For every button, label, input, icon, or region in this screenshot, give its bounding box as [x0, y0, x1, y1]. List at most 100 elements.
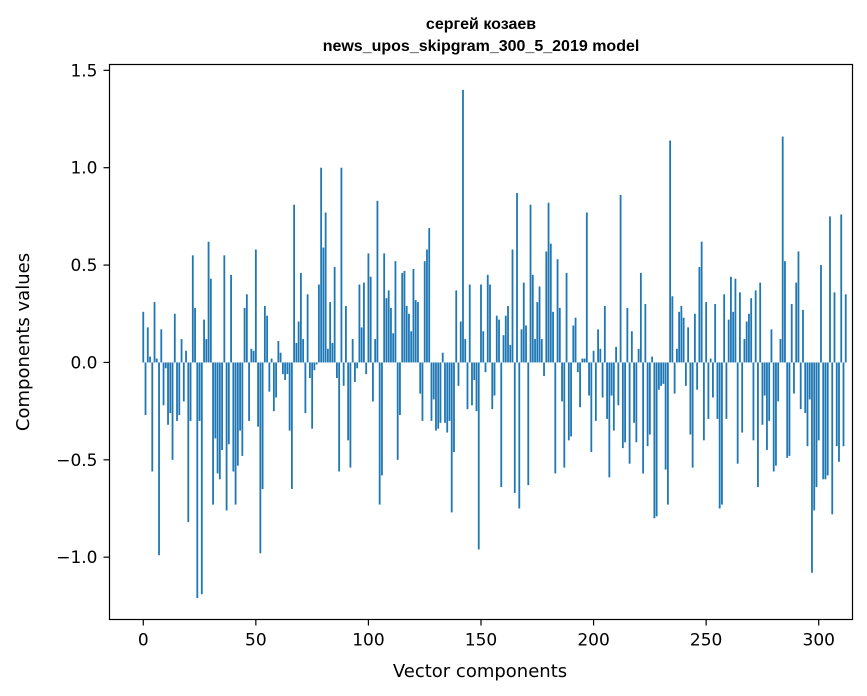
bar-298	[813, 362, 816, 511]
bar-199	[590, 362, 593, 453]
bar-129	[432, 362, 435, 400]
bar-158	[498, 319, 500, 363]
bar-262	[732, 311, 735, 363]
bar-70	[299, 272, 302, 363]
bar-97	[360, 327, 363, 363]
y-axis-ticks: −1.0 −0.5 0.0 0.5 1.0 1.5	[56, 61, 110, 568]
bar-38	[227, 362, 230, 445]
bar-87	[338, 362, 341, 472]
bar-7	[158, 362, 160, 556]
bar-270	[750, 298, 753, 363]
bar-28	[205, 339, 208, 363]
bar-55	[266, 315, 269, 363]
bar-2	[146, 327, 149, 363]
bar-240	[682, 317, 685, 363]
bar-163	[509, 344, 512, 363]
bar-173	[531, 274, 534, 363]
bar-247	[698, 267, 701, 363]
y-tick-label: 1.5	[70, 61, 97, 81]
bar-207	[608, 362, 611, 478]
bar-203	[599, 348, 602, 363]
bar-117	[405, 305, 408, 363]
bar-45	[243, 307, 246, 363]
bar-213	[621, 362, 624, 449]
bar-131	[437, 362, 440, 429]
bar-106	[381, 362, 383, 476]
bar-250	[705, 302, 708, 363]
bar-0	[142, 311, 145, 363]
bar-242	[687, 327, 690, 363]
bar-172	[529, 204, 532, 363]
bar-11	[167, 362, 169, 425]
bar-68	[295, 342, 298, 363]
bar-277	[766, 362, 768, 451]
bar-3	[149, 356, 151, 363]
bar-197	[585, 212, 588, 363]
bar-256	[718, 362, 721, 509]
x-tick-label: 300	[803, 631, 835, 651]
bar-8	[160, 329, 163, 363]
bar-175	[536, 302, 539, 363]
bar-178	[543, 362, 545, 377]
bar-143	[464, 339, 467, 363]
bar-138	[453, 362, 455, 453]
plot-area-frame	[108, 63, 854, 621]
y-axis-label: Components values	[13, 253, 34, 431]
x-tick-label: 150	[465, 631, 497, 651]
bar-107	[383, 253, 386, 363]
bar-263	[734, 278, 737, 363]
bar-58	[272, 362, 275, 412]
bar-264	[736, 362, 739, 464]
bar-243	[689, 362, 692, 435]
bar-121	[414, 300, 417, 363]
bar-190	[570, 362, 572, 437]
bar-59	[275, 362, 278, 398]
bar-286	[786, 362, 789, 458]
bar-44	[241, 362, 244, 456]
bar-25	[198, 362, 201, 421]
bar-108	[385, 298, 388, 363]
x-tick-label: 50	[245, 631, 267, 651]
bar-19	[185, 350, 187, 363]
bar-296	[808, 362, 811, 400]
bars-group	[142, 89, 847, 599]
bar-148	[475, 362, 478, 412]
bar-5	[153, 302, 156, 363]
bar-189	[567, 362, 570, 441]
bar-261	[730, 276, 732, 363]
bar-20	[187, 362, 190, 523]
bar-304	[826, 362, 829, 476]
bar-53	[261, 362, 264, 490]
bar-191	[572, 325, 575, 363]
bar-233	[666, 362, 669, 505]
bar-231	[662, 362, 665, 384]
bar-223	[644, 304, 647, 363]
bar-79	[320, 167, 323, 363]
bar-124	[421, 362, 424, 421]
bar-171	[527, 362, 530, 486]
bar-154	[489, 284, 491, 363]
bar-125	[423, 261, 426, 363]
y-tick-label: 0.0	[70, 353, 97, 373]
bar-234	[669, 140, 672, 363]
bar-37	[225, 362, 228, 511]
bar-272	[754, 290, 757, 363]
bar-35	[221, 362, 223, 451]
bar-257	[721, 362, 723, 505]
bar-149	[477, 362, 480, 550]
bar-205	[603, 305, 606, 363]
bar-236	[673, 362, 676, 394]
bar-268	[745, 321, 748, 363]
bar-285	[784, 261, 786, 363]
bar-14	[173, 313, 176, 363]
bar-276	[763, 362, 766, 396]
bar-248	[700, 241, 703, 363]
bar-260	[727, 319, 730, 363]
bar-209	[612, 362, 615, 431]
bar-198	[588, 362, 590, 396]
bar-284	[781, 136, 784, 363]
bar-146	[471, 362, 473, 406]
bar-279	[770, 329, 773, 363]
bar-56	[268, 362, 271, 392]
